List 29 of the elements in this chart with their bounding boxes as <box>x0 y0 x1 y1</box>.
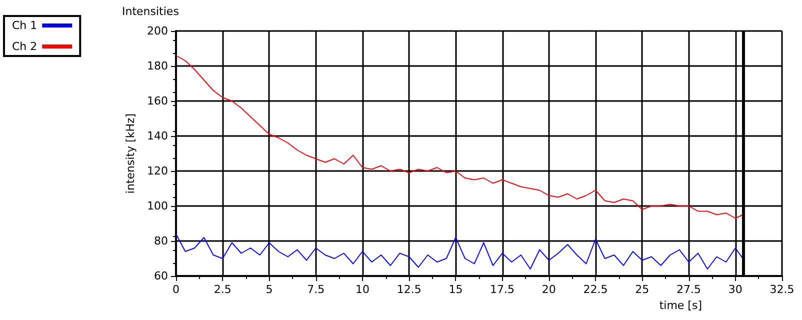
legend-label: Ch 1 <box>12 19 38 32</box>
x-tick-label: 25 <box>635 283 650 296</box>
y-tick-label: 120 <box>147 164 168 178</box>
x-tick-label: 15 <box>448 283 463 296</box>
line-series <box>176 234 744 270</box>
y-tick-label: 180 <box>147 60 168 72</box>
y-tick-label: 100 <box>147 200 168 212</box>
x-tick-label: 0 <box>172 283 180 296</box>
x-tick-label: 32.5 <box>770 283 794 296</box>
y-tick-label: 200 <box>147 24 168 38</box>
x-tick-label: 5 <box>266 283 273 296</box>
y-tick-label: 140 <box>147 130 168 142</box>
x-tick-label: 27.5 <box>676 283 702 296</box>
legend-label: Ch 2 <box>12 40 38 53</box>
x-tick-label: 7.5 <box>307 283 325 296</box>
x-tick-label: 20 <box>542 283 556 296</box>
x-tick-label: 10 <box>355 283 370 296</box>
x-tick-label: 12.5 <box>396 283 422 296</box>
y-tick-label: 80 <box>154 234 168 248</box>
x-axis-title: time [s] <box>659 299 702 312</box>
x-tick-label: 30 <box>728 283 742 296</box>
x-tick-label: 22.5 <box>583 283 608 296</box>
y-tick-label: 160 <box>147 94 168 108</box>
y-axis-title: intensity [kHz] <box>124 113 138 194</box>
x-tick-label: 17.5 <box>490 283 515 296</box>
x-tick-label: 2.5 <box>214 283 232 296</box>
chart-title: Intensities <box>122 5 180 18</box>
line-series <box>176 55 744 219</box>
y-tick-label: 60 <box>154 270 168 282</box>
